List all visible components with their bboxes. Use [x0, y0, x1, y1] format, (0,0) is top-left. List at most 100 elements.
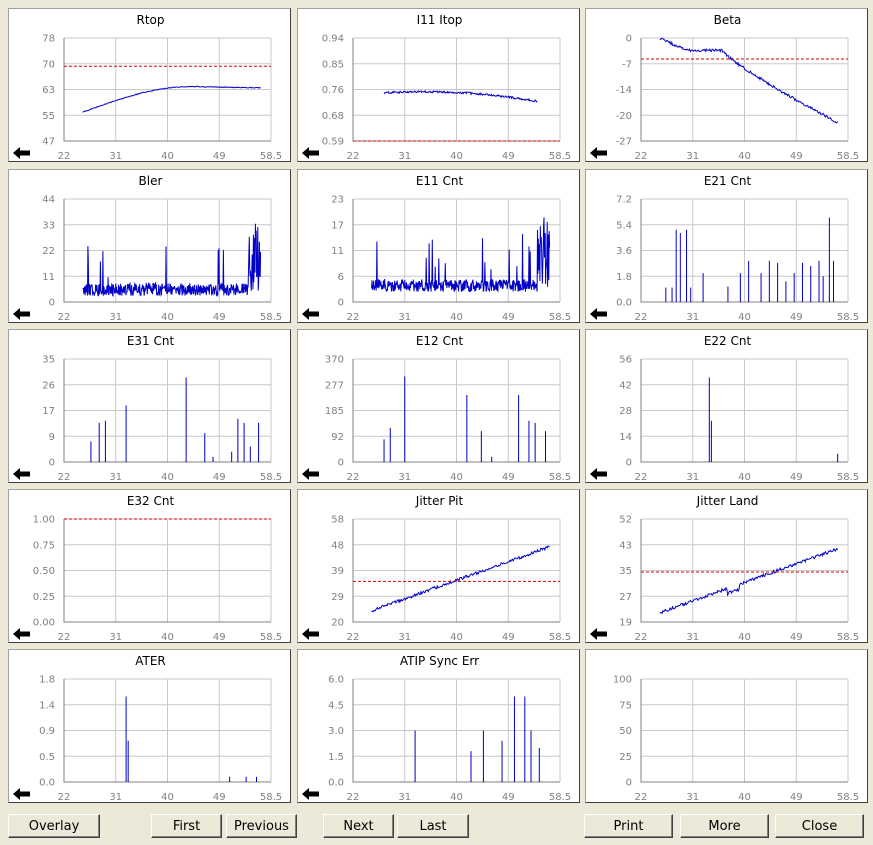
y-tick-label: 6.0 — [328, 675, 344, 686]
y-tick-label: 43 — [619, 540, 632, 551]
back-arrow-icon[interactable] — [590, 468, 607, 480]
chart-panel: Jitter Land 52 43 35 27 19 22 31 40 49 58.5 — [585, 489, 868, 643]
x-tick-label: 22 — [347, 632, 360, 643]
back-arrow-icon[interactable] — [13, 628, 30, 640]
x-tick-label: 49 — [790, 632, 803, 643]
chart-axis — [640, 199, 848, 303]
y-tick-label: 0.00 — [33, 618, 55, 629]
back-arrow-icon[interactable] — [302, 628, 319, 640]
y-tick-label: 0.50 — [33, 566, 55, 577]
x-tick-label: 31 — [398, 472, 411, 483]
x-tick-label: 49 — [213, 632, 226, 643]
x-tick-label: 58.5 — [260, 472, 282, 483]
y-tick-label: 17 — [331, 220, 344, 231]
chart-panel: Beta 0 -7 -14 -20 -27 22 31 40 49 58.5 — [585, 8, 868, 162]
chart-axis — [63, 679, 271, 783]
x-tick-label: 49 — [790, 472, 803, 483]
y-tick-label: 48 — [331, 540, 344, 551]
back-arrow-icon[interactable] — [13, 147, 30, 159]
y-tick-label: 0.9 — [39, 726, 55, 737]
x-tick-label: 58.5 — [837, 472, 859, 483]
previous-button[interactable]: Previous — [226, 814, 297, 838]
x-tick-label: 40 — [161, 151, 174, 162]
x-tick-label: 40 — [450, 151, 463, 162]
back-arrow-icon[interactable] — [302, 308, 319, 320]
chart-axis — [63, 38, 271, 142]
back-arrow-icon[interactable] — [590, 147, 607, 159]
next-button[interactable]: Next — [323, 814, 394, 838]
y-tick-label: 185 — [325, 406, 344, 417]
x-tick-label: 49 — [213, 312, 226, 323]
x-tick-label: 31 — [398, 151, 411, 162]
y-tick-label: 0 — [49, 298, 55, 309]
chart-svg: E11 Cnt 23 17 11 6 022 31 40 49 58.5 — [302, 174, 571, 323]
chart-panel: E32 Cnt 1.00 0.75 0.50 0.25 0.00 22 31 40 49 58.5 — [8, 489, 291, 643]
y-tick-label: 0 — [626, 34, 632, 45]
x-tick-label: 40 — [161, 472, 174, 483]
y-tick-label: 0 — [49, 458, 55, 469]
last-button[interactable]: Last — [397, 814, 469, 838]
x-tick-label: 31 — [109, 632, 122, 643]
chart-title: E31 Cnt — [127, 334, 175, 348]
y-tick-label: 17 — [42, 406, 55, 417]
back-arrow-icon[interactable] — [302, 468, 319, 480]
y-tick-label: 25 — [619, 752, 632, 763]
chart-title: Bler — [139, 174, 163, 188]
y-tick-label: 3.6 — [616, 246, 632, 257]
chart-svg: 100 75 50 25 022 31 40 49 58.5 — [613, 675, 859, 804]
print-button[interactable]: Print — [584, 814, 673, 838]
back-arrow-icon[interactable] — [13, 788, 30, 800]
chart-axis — [352, 519, 560, 623]
chart-axis — [640, 38, 848, 142]
x-tick-label: 22 — [347, 792, 360, 803]
x-tick-label: 58.5 — [549, 151, 571, 162]
x-tick-label: 49 — [790, 312, 803, 323]
chart-axis — [352, 679, 560, 783]
chart-svg: ATER 1.8 1.4 0.9 0.5 0.022 31 40 49 58.5 — [13, 654, 282, 803]
more-button[interactable]: More — [680, 814, 769, 838]
x-tick-label: 22 — [635, 632, 648, 643]
x-tick-label: 40 — [161, 792, 174, 803]
y-tick-label: 26 — [42, 380, 55, 391]
series-line — [82, 85, 261, 113]
overlay-button[interactable]: Overlay — [8, 814, 100, 838]
y-tick-label: 28 — [619, 406, 632, 417]
y-tick-label: 0.75 — [33, 540, 55, 551]
back-arrow-icon[interactable] — [590, 628, 607, 640]
x-tick-label: 40 — [738, 151, 751, 162]
x-tick-label: 31 — [686, 312, 699, 323]
x-tick-label: 49 — [502, 472, 515, 483]
chart-panel: Rtop 78 70 63 55 47 22 31 40 49 58.5 — [8, 8, 291, 162]
x-tick-label: 58.5 — [837, 792, 859, 803]
y-tick-label: 23 — [331, 195, 344, 206]
back-arrow-icon[interactable] — [302, 147, 319, 159]
x-tick-label: 49 — [502, 792, 515, 803]
y-tick-label: 0.76 — [322, 85, 344, 96]
y-tick-label: 20 — [331, 618, 344, 629]
back-arrow-icon[interactable] — [13, 308, 30, 320]
chart-svg: E31 Cnt 35 26 17 9 022 31 40 49 58.5 — [13, 334, 282, 483]
chart-panel: ATER 1.8 1.4 0.9 0.5 0.0 22 31 40 49 58.5 — [8, 649, 291, 803]
x-tick-label: 40 — [161, 312, 174, 323]
close-button[interactable]: Close — [775, 814, 864, 838]
chart-axis — [640, 679, 848, 783]
x-tick-label: 22 — [58, 632, 71, 643]
x-tick-label: 31 — [686, 792, 699, 803]
y-tick-label: 0.25 — [33, 592, 55, 603]
back-arrow-icon[interactable] — [590, 308, 607, 320]
x-tick-label: 22 — [635, 472, 648, 483]
back-arrow-icon[interactable] — [302, 788, 319, 800]
chart-panel: E22 Cnt 56 42 28 14 0 22 31 40 49 58.5 — [585, 329, 868, 483]
first-button[interactable]: First — [151, 814, 222, 838]
x-tick-label: 31 — [398, 632, 411, 643]
x-tick-label: 22 — [58, 151, 71, 162]
x-tick-label: 31 — [398, 312, 411, 323]
y-tick-label: 19 — [619, 618, 632, 629]
back-arrow-icon[interactable] — [13, 468, 30, 480]
series-line — [383, 89, 538, 103]
y-tick-label: 0.0 — [328, 778, 344, 789]
series-line — [371, 545, 550, 613]
